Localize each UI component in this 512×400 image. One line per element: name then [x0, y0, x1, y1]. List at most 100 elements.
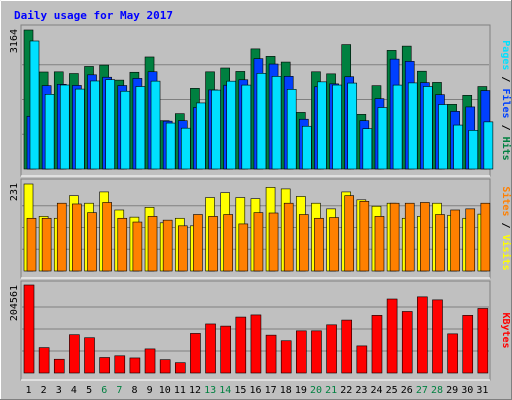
series-label-separator: / — [500, 70, 511, 88]
x-tick-day-17: 17 — [265, 385, 277, 396]
x-tick-day-1: 1 — [26, 385, 32, 396]
kbytes-bar-day-23 — [356, 345, 368, 374]
pages-bar-day-19 — [302, 125, 312, 170]
x-tick-day-11: 11 — [174, 385, 186, 396]
pages-bar-day-27 — [423, 86, 433, 170]
x-tick-day-22: 22 — [340, 385, 352, 396]
pages-bar-day-5 — [90, 80, 100, 170]
pages-bar-day-2 — [44, 94, 55, 170]
x-tick-day-18: 18 — [280, 385, 292, 396]
x-tick-day-27: 27 — [416, 385, 428, 396]
kbytes-bar-day-27 — [417, 296, 428, 374]
chart-title: Daily usage for May 2017 — [14, 9, 173, 22]
sites-bar-day-15 — [238, 223, 249, 272]
pages-bar-day-23 — [362, 128, 373, 170]
kbytes-bar-day-16 — [250, 314, 262, 374]
kbytes-bar-day-19 — [296, 330, 307, 374]
x-tick-day-10: 10 — [159, 385, 171, 396]
panel-1-series-label: Pages / Files / Hits — [500, 40, 512, 160]
sites-bar-day-10 — [162, 219, 173, 272]
panel-2-max-label: 231 — [9, 183, 20, 201]
pages-bar-day-26 — [407, 82, 418, 170]
series-label-sites: Sites — [500, 186, 512, 216]
kbytes-bar-day-5 — [84, 337, 95, 374]
sites-bar-day-20 — [314, 217, 324, 272]
kbytes-bar-day-4 — [69, 334, 80, 374]
kbytes-bar-day-25 — [386, 298, 398, 374]
x-tick-day-26: 26 — [401, 385, 413, 396]
kbytes-bar-day-11 — [174, 362, 186, 374]
series-label-hits: Hits — [500, 137, 512, 161]
sites-bar-day-16 — [253, 212, 264, 272]
kbytes-bar-day-21 — [326, 324, 337, 374]
kbytes-bar-day-26 — [401, 311, 413, 374]
x-tick-day-5: 5 — [86, 385, 92, 396]
kbytes-bar-day-7 — [114, 355, 126, 374]
kbytes-bar-day-12 — [190, 333, 201, 374]
kbytes-bar-day-3 — [53, 358, 65, 374]
x-tick-day-29: 29 — [446, 385, 458, 396]
pages-bar-day-18 — [286, 89, 297, 170]
sites-bar-day-1 — [26, 217, 37, 272]
sites-bar-day-7 — [117, 217, 128, 272]
kbytes-bar-day-10 — [159, 359, 171, 374]
x-tick-day-25: 25 — [386, 385, 398, 396]
sites-bar-day-14 — [223, 214, 233, 272]
kbytes-bar-day-18 — [280, 340, 292, 374]
x-tick-day-14: 14 — [219, 385, 231, 396]
panel-3-series-label: KBytes — [500, 312, 511, 348]
bar-layer — [23, 29, 494, 374]
series-label-files: Files — [500, 88, 512, 118]
sites-bar-day-27 — [420, 202, 430, 272]
x-tick-day-4: 4 — [71, 385, 77, 396]
kbytes-bar-day-15 — [235, 316, 247, 374]
panel-3-max-label: 204561 — [9, 285, 20, 321]
panel-1-max-label: 3164 — [9, 29, 20, 53]
series-label-visits: Visits — [500, 235, 512, 271]
x-tick-day-19: 19 — [295, 385, 307, 396]
pages-bar-day-28 — [438, 104, 448, 170]
kbytes-bar-day-17 — [265, 334, 277, 374]
sites-bar-day-26 — [404, 202, 415, 272]
x-tick-day-30: 30 — [461, 385, 473, 396]
x-tick-day-12: 12 — [189, 385, 201, 396]
x-tick-day-31: 31 — [476, 385, 488, 396]
x-tick-day-23: 23 — [355, 385, 367, 396]
sites-bar-day-6 — [102, 202, 112, 272]
sites-bar-day-24 — [374, 216, 385, 272]
pages-bar-day-3 — [59, 84, 70, 170]
pages-bar-day-21 — [332, 84, 342, 170]
kbytes-bar-day-22 — [341, 319, 353, 374]
sites-bar-day-22 — [344, 195, 355, 272]
kbytes-bar-day-20 — [311, 330, 322, 374]
series-label-pages: Pages — [500, 40, 511, 70]
sites-bar-day-19 — [299, 214, 309, 272]
kbytes-bar-day-1 — [23, 284, 35, 374]
pages-bar-day-16 — [256, 73, 267, 170]
sites-bar-day-21 — [329, 217, 339, 272]
sites-bar-day-25 — [389, 202, 400, 272]
kbytes-bar-day-24 — [371, 315, 383, 374]
sites-bar-day-3 — [56, 202, 67, 272]
kbytes-bar-day-28 — [432, 299, 443, 374]
sites-bar-day-23 — [359, 201, 370, 272]
sites-bar-day-11 — [177, 225, 188, 272]
series-label-separator: / — [500, 216, 511, 234]
sites-bar-day-28 — [435, 214, 445, 272]
pages-bar-day-22 — [347, 82, 358, 170]
pages-bar-day-25 — [392, 84, 403, 170]
kbytes-bar-day-29 — [447, 333, 458, 374]
sites-bar-day-2 — [41, 217, 52, 272]
pages-bar-day-11 — [180, 127, 191, 170]
x-tick-day-6: 6 — [101, 385, 107, 396]
x-tick-day-28: 28 — [431, 385, 443, 396]
sites-bar-day-5 — [87, 212, 97, 272]
pages-bar-day-10 — [165, 122, 176, 170]
kbytes-bar-day-13 — [205, 323, 216, 374]
pages-bar-day-7 — [120, 90, 131, 170]
series-label-separator: / — [500, 119, 511, 137]
pages-bar-day-29 — [453, 124, 463, 170]
x-tick-day-21: 21 — [325, 385, 337, 396]
